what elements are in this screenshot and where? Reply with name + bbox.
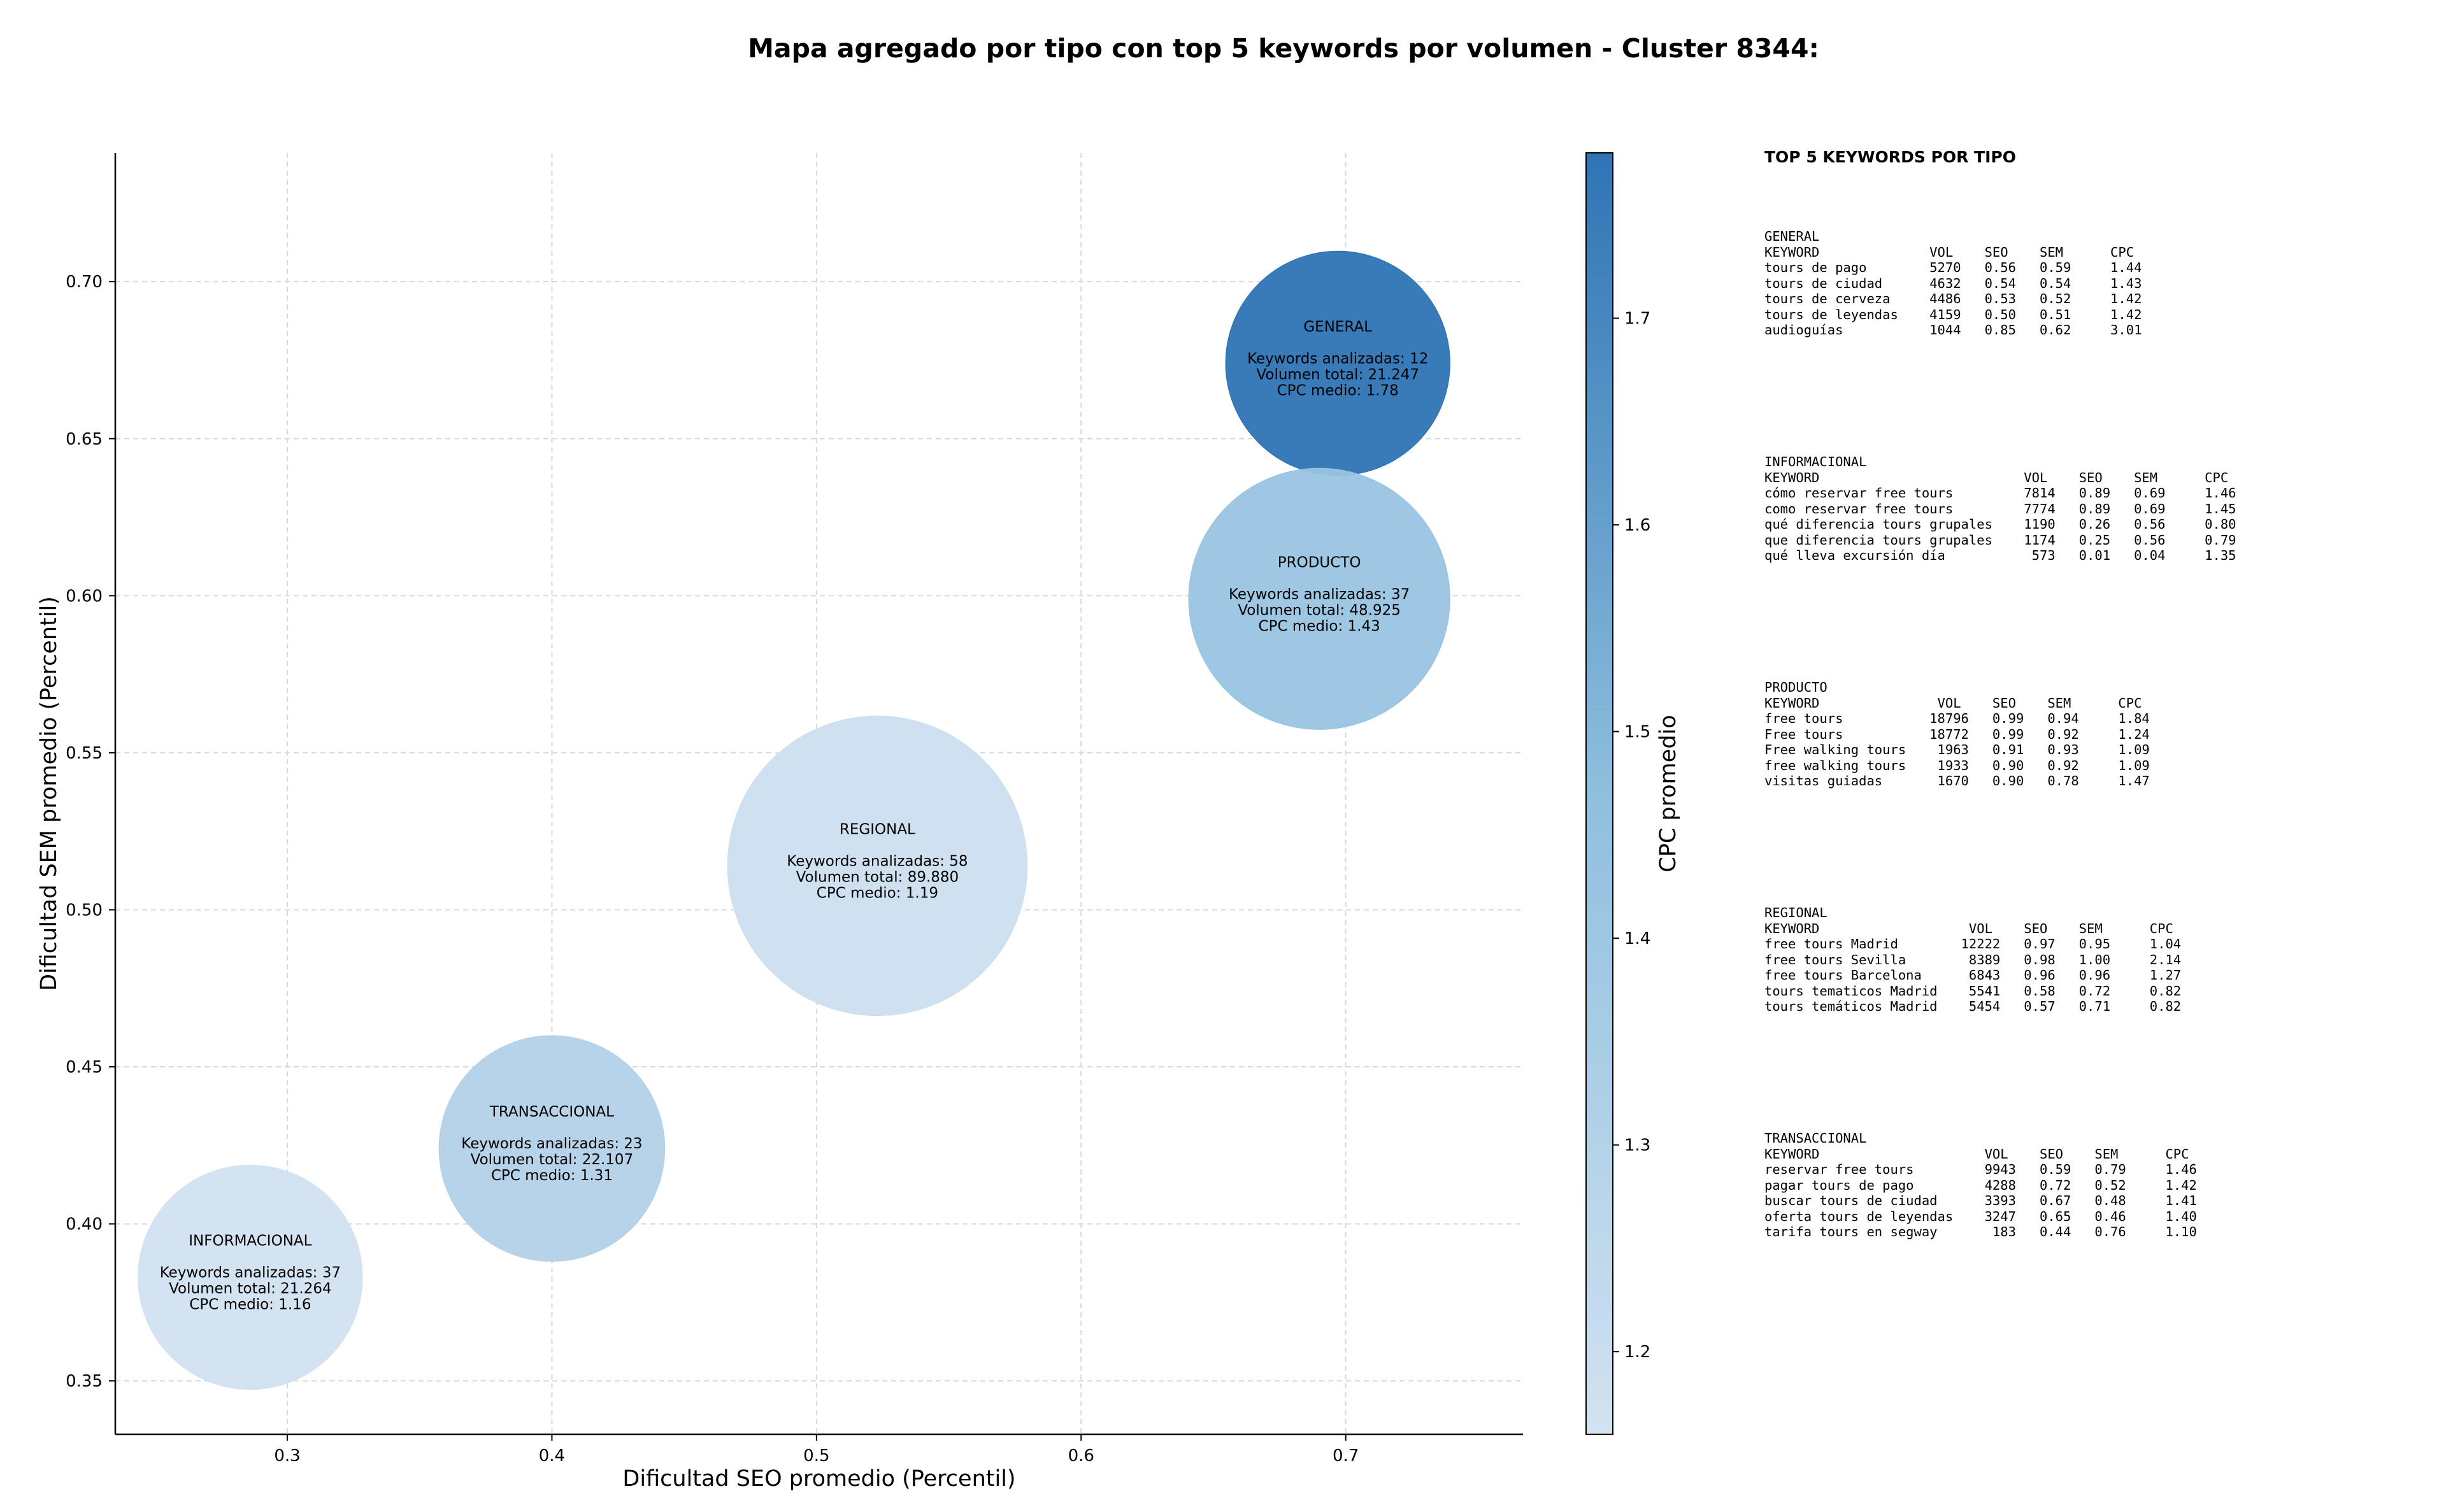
keyword-block-regional: REGIONAL KEYWORD VOL SEO SEM CPC free tour…: [1764, 905, 2440, 1130]
keyword-row: visitas guiadas 1670 0.90 0.78 1.47: [1764, 773, 2150, 788]
block-header: PRODUCTO: [1764, 680, 1827, 695]
colorbar-tick-label: 1.2: [1624, 1343, 1650, 1362]
chart-title: Mapa agregado por tipo con top 5 keyword…: [748, 33, 1819, 64]
bubble-label-label: REGIONAL: [840, 821, 915, 838]
x-tick-label: 0.4: [539, 1446, 565, 1466]
block-column-headers: KEYWORD VOL SEO SEM CPC: [1764, 920, 2173, 936]
bubble-label-n-line: Keywords analizadas: 12: [1247, 350, 1428, 367]
bubble-label-label: GENERAL: [1303, 318, 1372, 335]
bubble-informacional: [138, 1164, 363, 1390]
bubble-label-cpc-line: CPC medio: 1.19: [817, 885, 938, 901]
keyword-row: free walking tours 1933 0.90 0.92 1.09: [1764, 757, 2150, 773]
keyword-row: tours de ciudad 4632 0.54 0.54 1.43: [1764, 275, 2142, 291]
keyword-row: free tours 18796 0.99 0.94 1.84: [1764, 711, 2150, 726]
keyword-block-producto: PRODUCTO KEYWORD VOL SEO SEM CPC free tour…: [1764, 680, 2440, 905]
bubble-label-vol-line: Volumen total: 22.107: [471, 1152, 634, 1168]
keyword-row: audioguías 1044 0.85 0.62 3.01: [1764, 322, 2142, 338]
keyword-row: Free tours 18772 0.99 0.92 1.24: [1764, 726, 2150, 742]
axes: 0.3 0.4 0.5 0.6 0.7 0.35 0.40 0.45 0.50 0.55 0.60 0…: [66, 153, 1523, 1466]
colorbar-tick-label: 1.5: [1624, 723, 1650, 742]
y-tick-label: 0.40: [66, 1215, 103, 1234]
keyword-row: como reservar free tours 7774 0.89 0.69 …: [1764, 501, 2236, 517]
bubble-label-vol-line: Volumen total: 21.247: [1256, 366, 1419, 383]
keyword-row: pagar tours de pago 4288 0.72 0.52 1.42: [1764, 1177, 2197, 1193]
colorbar-tick-label: 1.6: [1624, 516, 1650, 535]
keyword-row: free tours Barcelona 6843 0.96 0.96 1.27: [1764, 967, 2182, 983]
y-axis-title: Dificultad SEM promedio (Percentil): [36, 596, 62, 991]
y-tick-label: 0.55: [66, 744, 103, 763]
block-header: GENERAL: [1764, 229, 1820, 244]
keyword-row: reservar free tours 9943 0.59 0.79 1.46: [1764, 1162, 2197, 1177]
keyword-block-transaccional: TRANSACCIONAL KEYWORD VOL SEO SEM CPC rese…: [1764, 1130, 2440, 1356]
y-tick-label: 0.50: [66, 901, 103, 920]
block-column-headers: KEYWORD VOL SEO SEM CPC: [1764, 244, 2135, 260]
bubble-label-label: INFORMACIONAL: [189, 1232, 311, 1249]
bubble-label-n-line: Keywords analizadas: 58: [787, 853, 968, 869]
block-header: REGIONAL: [1764, 905, 1827, 920]
x-tick-label: 0.7: [1333, 1446, 1359, 1466]
keyword-row: tours de pago 5270 0.56 0.59 1.44: [1764, 260, 2142, 275]
keyword-row: cómo reservar free tours 7814 0.89 0.69 …: [1764, 485, 2236, 501]
keyword-row: free tours Sevilla 8389 0.98 1.00 2.14: [1764, 952, 2182, 967]
top-keywords-panel: TOP 5 KEYWORDS POR TIPO GENERAL KEYWORD V…: [1764, 148, 2440, 1356]
colorbar-tick-label: 1.7: [1624, 310, 1650, 329]
colorbar-tick-label: 1.3: [1624, 1136, 1650, 1155]
keyword-row: tours temáticos Madrid 5454 0.57 0.71 0.…: [1764, 999, 2182, 1014]
keyword-row: Free walking tours 1963 0.91 0.93 1.09: [1764, 742, 2150, 757]
x-tick-label: 0.5: [803, 1446, 829, 1466]
x-tick-label: 0.3: [274, 1446, 300, 1466]
x-tick-label: 0.6: [1068, 1446, 1094, 1466]
colorbar-title: CPC promedio: [1656, 715, 1681, 872]
bubble-label-vol-line: Volumen total: 89.880: [796, 869, 959, 885]
bubble-label-n-line: Keywords analizadas: 37: [1229, 586, 1410, 603]
block-header: INFORMACIONAL: [1764, 454, 1867, 469]
bubble-label-vol-line: Volumen total: 48.925: [1238, 602, 1401, 618]
bubble-producto: [1188, 467, 1450, 730]
bubble-label-n-line: Keywords analizadas: 23: [461, 1136, 642, 1152]
bubble-label-label: TRANSACCIONAL: [489, 1104, 614, 1120]
colorbar-tick-label: 1.4: [1624, 929, 1650, 948]
y-tick-label: 0.65: [66, 430, 103, 449]
keyword-row: buscar tours de ciudad 3393 0.67 0.48 1.…: [1764, 1193, 2197, 1208]
panel-title: TOP 5 KEYWORDS POR TIPO: [1764, 148, 2016, 166]
y-tick-label: 0.45: [66, 1058, 103, 1077]
bubble-regional: [727, 715, 1028, 1016]
keyword-row: que diferencia tours grupales 1174 0.25 …: [1764, 532, 2236, 548]
bubble-label-cpc-line: CPC medio: 1.31: [491, 1167, 613, 1184]
keyword-row: tours de leyendas 4159 0.50 0.51 1.42: [1764, 306, 2142, 322]
block-header: TRANSACCIONAL: [1764, 1130, 1867, 1146]
bubble-label-cpc-line: CPC medio: 1.43: [1259, 618, 1380, 634]
colorbar: 1.2 1.3 1.4 1.5 1.6 1.7: [1585, 152, 1650, 1435]
keyword-row: qué lleva excursión día 573 0.01 0.04 1.…: [1764, 548, 2236, 563]
y-tick-label: 0.35: [66, 1372, 103, 1391]
bubble-transaccional: [438, 1035, 666, 1262]
bubble-label-n-line: Keywords analizadas: 37: [160, 1264, 341, 1281]
bubble-label-label: PRODUCTO: [1278, 554, 1361, 571]
keyword-block-general: GENERAL KEYWORD VOL SEO SEM CPC tours de p…: [1764, 229, 2440, 454]
keyword-row: tours de cerveza 4486 0.53 0.52 1.42: [1764, 291, 2142, 306]
keyword-row: tours tematicos Madrid 5541 0.58 0.72 0.…: [1764, 983, 2182, 999]
bubble-label-cpc-line: CPC medio: 1.78: [1277, 382, 1399, 399]
bubble-label-vol-line: Volumen total: 21.264: [169, 1280, 332, 1297]
bubble-label-cpc-line: CPC medio: 1.16: [189, 1296, 311, 1313]
y-tick-label: 0.70: [66, 273, 103, 292]
block-column-headers: KEYWORD VOL SEO SEM CPC: [1764, 469, 2229, 485]
block-column-headers: KEYWORD VOL SEO SEM CPC: [1764, 695, 2142, 711]
keyword-row: oferta tours de leyendas 3247 0.65 0.46 …: [1764, 1208, 2197, 1224]
block-column-headers: KEYWORD VOL SEO SEM CPC: [1764, 1146, 2189, 1162]
x-axis-title: Dificultad SEO promedio (Percentil): [622, 1466, 1015, 1492]
keyword-row: qué diferencia tours grupales 1190 0.26 …: [1764, 517, 2236, 532]
keyword-row: tarifa tours en segway 183 0.44 0.76 1.1…: [1764, 1224, 2197, 1239]
keyword-block-informacional: INFORMACIONAL KEYWORD VOL SEO SEM CPC cómo…: [1764, 454, 2440, 680]
y-tick-label: 0.60: [66, 587, 103, 606]
grid-lines: [115, 153, 1523, 1434]
colorbar-gradient: [1585, 152, 1613, 1435]
keyword-row: free tours Madrid 12222 0.97 0.95 1.04: [1764, 936, 2182, 952]
